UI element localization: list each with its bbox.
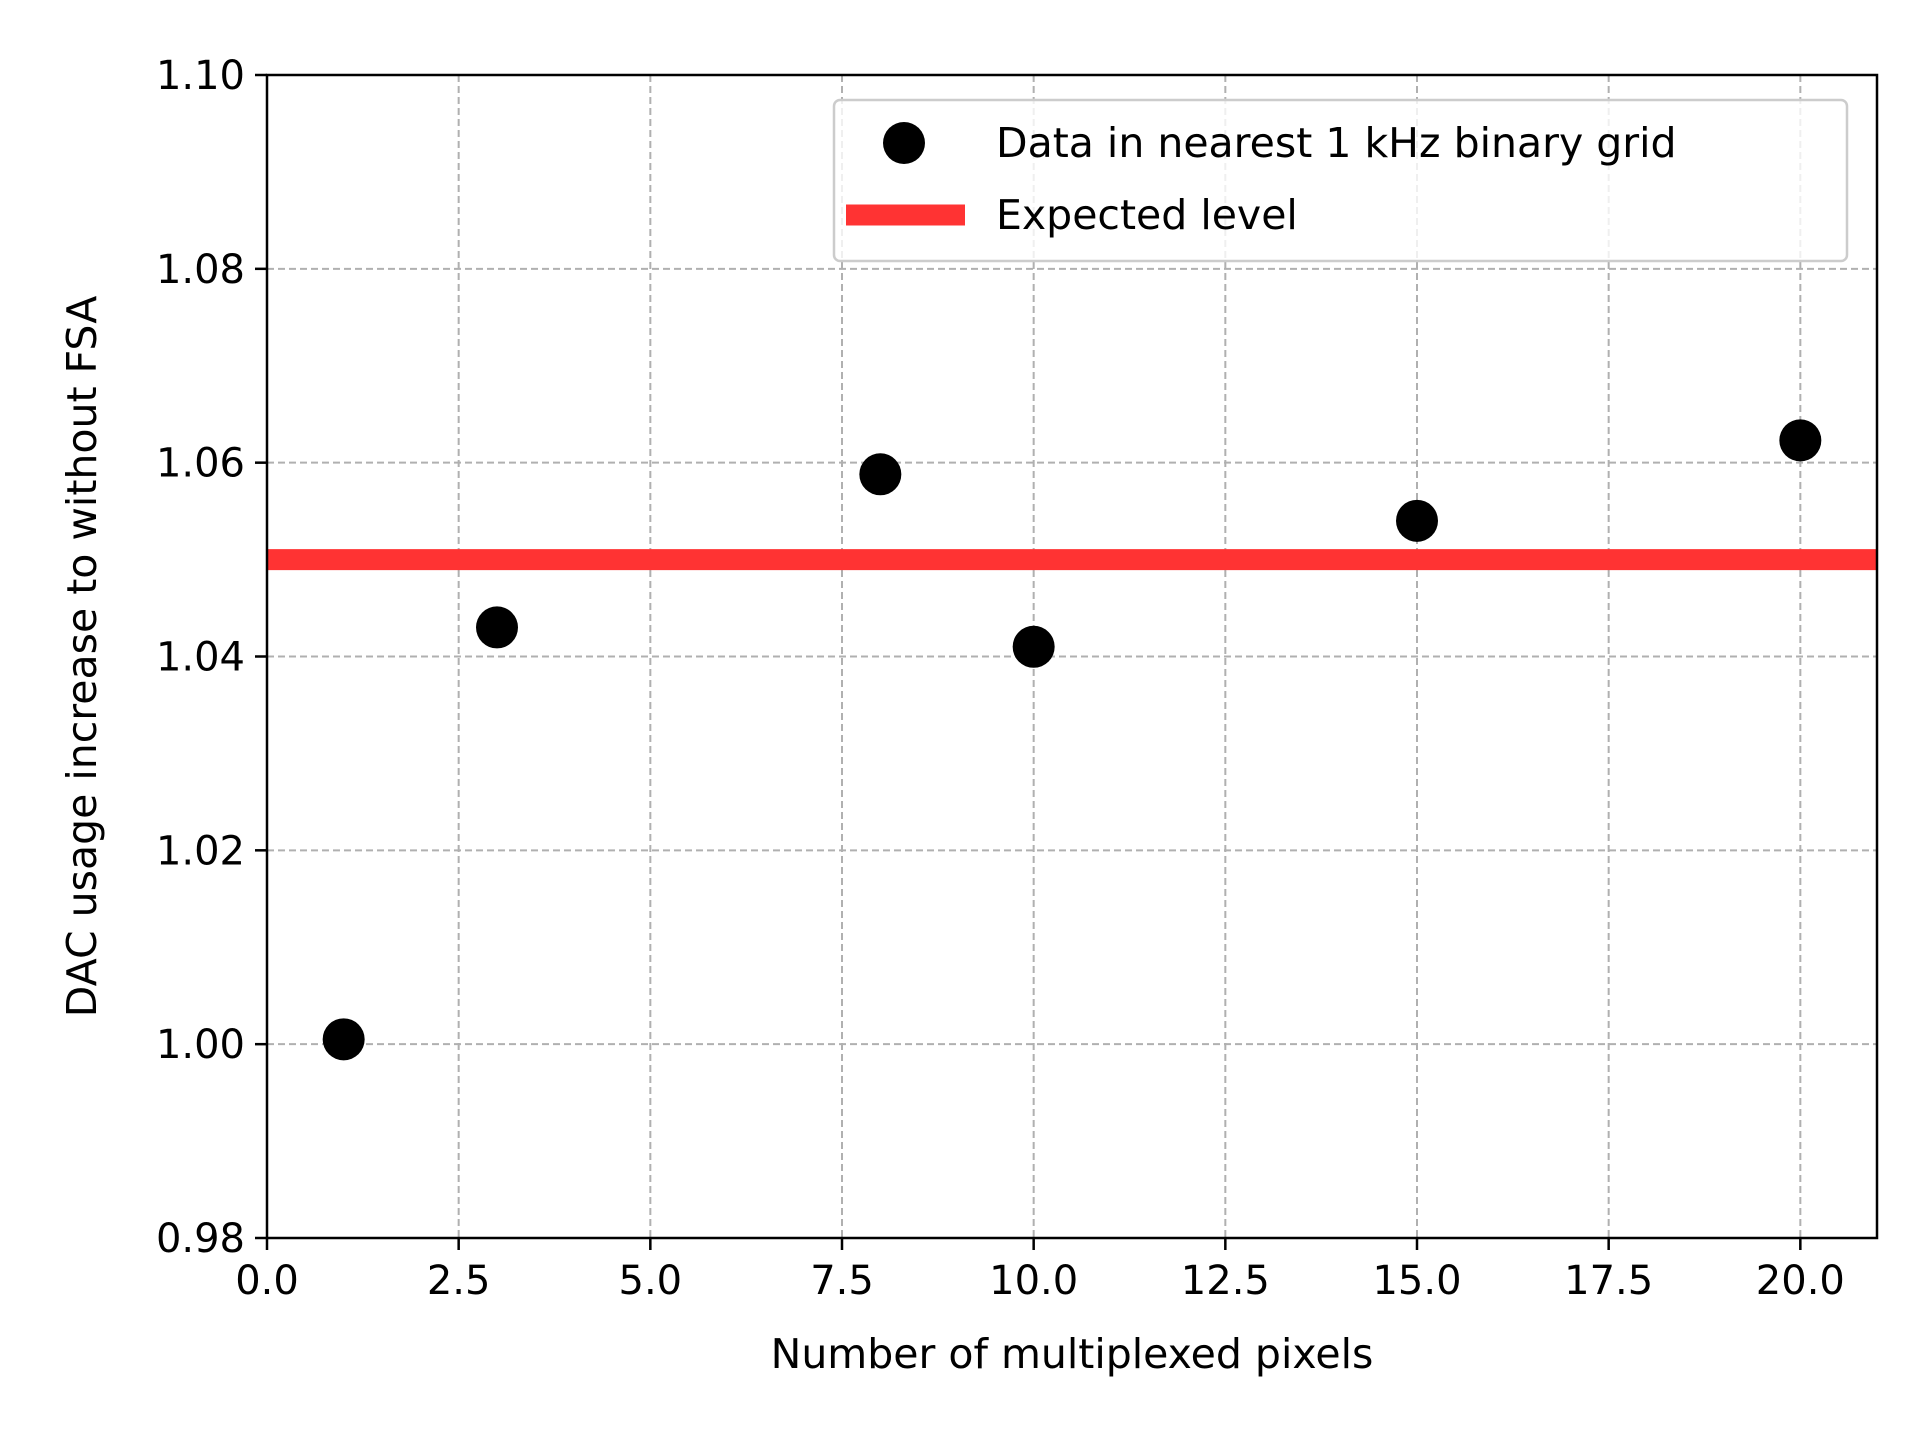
y-tick-label: 1.04 [156, 635, 245, 681]
legend-box [832, 98, 1849, 263]
x-tick-label: 7.5 [810, 1258, 874, 1304]
x-tick-label: 5.0 [619, 1258, 683, 1304]
x-tick-label: 0.0 [235, 1258, 299, 1304]
data-points [322, 419, 1822, 1061]
legend-label-expected: Expected level [996, 191, 1298, 239]
y-axis-ticks: 0.98 1.00 1.02 1.04 1.06 1.08 1.10 [156, 53, 267, 1262]
x-tick-label: 2.5 [427, 1258, 491, 1304]
data-point [1779, 419, 1822, 462]
y-tick-label: 1.08 [156, 247, 245, 293]
x-tick-label: 17.5 [1564, 1258, 1653, 1304]
data-point [322, 1018, 365, 1061]
y-axis-label: DAC usage increase to without FSA [58, 296, 106, 1017]
x-axis-label: Number of multiplexed pixels [771, 1330, 1374, 1378]
legend-marker-data [883, 122, 925, 164]
y-tick-label: 1.06 [156, 441, 245, 487]
data-point [476, 606, 518, 649]
x-tick-label: 15.0 [1372, 1258, 1461, 1304]
y-tick-label: 0.98 [156, 1216, 245, 1262]
x-axis-ticks: 0.0 2.5 5.0 7.5 10.0 12.5 15.0 17.5 20.0 [235, 1238, 1845, 1304]
legend: Data in nearest 1 kHz binary grid Expect… [832, 98, 1849, 263]
x-tick-label: 20.0 [1756, 1258, 1845, 1304]
data-point [1012, 625, 1055, 668]
data-point [1396, 499, 1438, 542]
legend-label-data: Data in nearest 1 kHz binary grid [996, 119, 1677, 167]
y-tick-label: 1.00 [156, 1022, 245, 1068]
x-tick-label: 10.0 [989, 1258, 1078, 1304]
y-tick-label: 1.02 [156, 828, 245, 874]
data-point [859, 453, 902, 496]
x-tick-label: 12.5 [1181, 1258, 1270, 1304]
y-tick-label: 1.10 [156, 53, 245, 99]
